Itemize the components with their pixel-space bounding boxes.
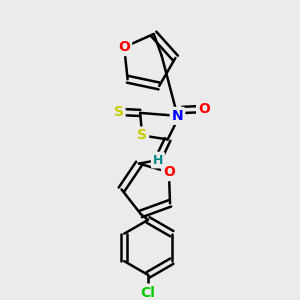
Text: N: N [172, 109, 183, 123]
Text: H: H [153, 154, 163, 166]
Text: O: O [163, 165, 175, 179]
Text: S: S [137, 128, 147, 142]
Text: S: S [114, 105, 124, 119]
Text: O: O [118, 40, 130, 54]
Text: Cl: Cl [141, 286, 155, 300]
Text: O: O [198, 102, 210, 116]
